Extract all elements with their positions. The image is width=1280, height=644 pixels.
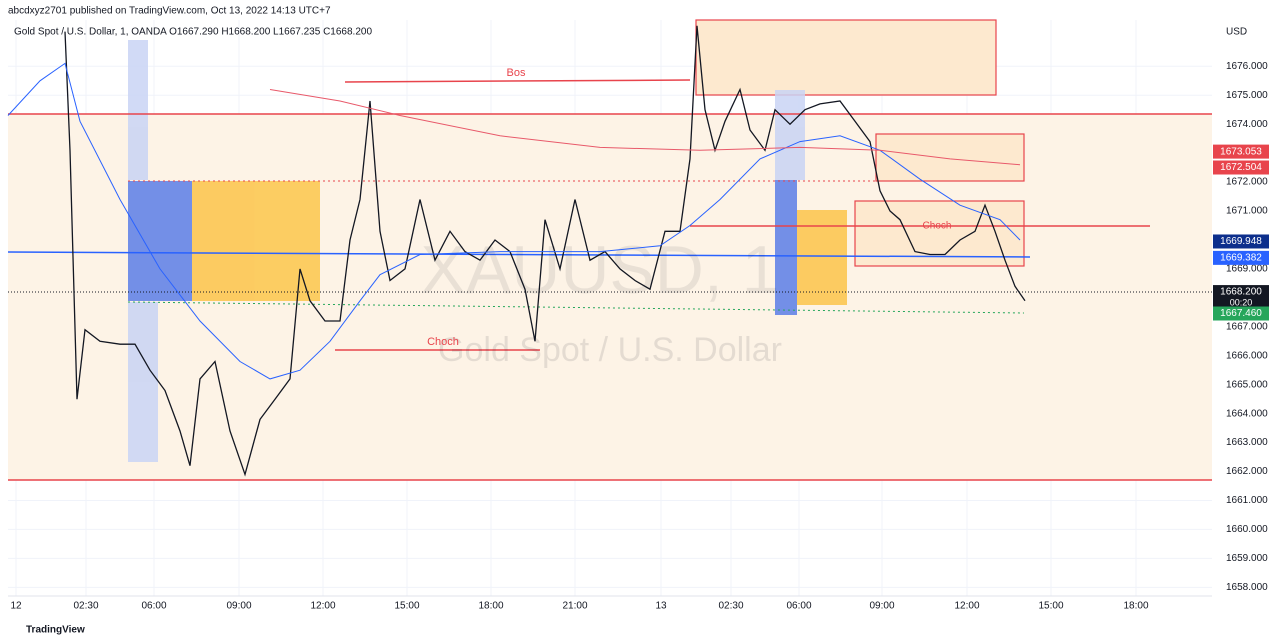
profile-bar [797, 210, 847, 305]
annotation: Choch [427, 336, 459, 348]
x-tick-label: 21:00 [562, 601, 587, 612]
x-tick-label: 15:00 [394, 601, 419, 612]
profile-bar [192, 181, 320, 301]
published: abcdxyz2701 published on TradingView.com… [8, 6, 331, 17]
y-tick-label: 1666.000 [1226, 350, 1268, 361]
y-tick-label: 1667.000 [1226, 321, 1268, 332]
volume-profile [128, 40, 847, 462]
x-tick-label: 13 [655, 601, 667, 612]
y-tick-label: 1671.000 [1226, 206, 1268, 217]
annotation: Choch [923, 221, 952, 232]
x-tick-label: 02:30 [718, 601, 743, 612]
profile-bar [128, 181, 192, 301]
annotation: Bos [507, 67, 526, 79]
x-tick-label: 18:00 [1123, 601, 1148, 612]
price-tag-label: 1672.504 [1220, 162, 1262, 173]
price-tag-label: 1668.200 [1220, 287, 1262, 298]
price-tag [1213, 234, 1269, 249]
x-tick-label: 12:00 [954, 601, 979, 612]
y-tick-label: 1674.000 [1226, 119, 1268, 130]
poc-line [7, 251, 1031, 258]
price-line [269, 89, 1021, 166]
x-tick-label: 06:00 [141, 601, 166, 612]
y-tick-label: 1676.000 [1226, 61, 1268, 72]
profile-bar [128, 302, 158, 462]
x-tick-label: 12 [10, 601, 22, 612]
bos-line [344, 79, 691, 83]
zone-box [875, 133, 1025, 182]
y-tick-label: 1662.000 [1226, 466, 1268, 477]
watermark: Gold Spot / U.S. Dollar [438, 331, 782, 369]
price-tag [1213, 144, 1269, 159]
price-tag [1213, 306, 1269, 321]
x-tick-label: 18:00 [478, 601, 503, 612]
price-tag-label: 1669.948 [1220, 236, 1262, 247]
x-tick-label: 12:00 [310, 601, 335, 612]
price-tag [1213, 160, 1269, 175]
x-tick-label: 02:30 [73, 601, 98, 612]
brand: TradingView [26, 625, 85, 636]
y-tick-label: 1660.000 [1226, 524, 1268, 535]
y-tick-label: 1664.000 [1226, 408, 1268, 419]
countdown: 00:20 [1230, 297, 1253, 307]
price-tag-label: 1669.382 [1220, 253, 1262, 264]
y-tick-label: 1663.000 [1226, 437, 1268, 448]
axis-unit: USD [1226, 27, 1247, 38]
profile-bar [775, 90, 805, 180]
price-tag-label: 1673.053 [1220, 146, 1262, 157]
price-tag [1213, 250, 1269, 265]
y-tick-label: 1672.000 [1226, 177, 1268, 188]
y-tick-label: 1669.000 [1226, 264, 1268, 275]
y-tick-label: 1661.000 [1226, 495, 1268, 506]
x-tick-label: 06:00 [786, 601, 811, 612]
profile-bar [128, 40, 148, 180]
x-tick-label: 09:00 [869, 601, 894, 612]
price-line [64, 25, 1026, 477]
watermark: XAUUSD, 1 [421, 232, 780, 308]
x-tick-label: 15:00 [1038, 601, 1063, 612]
dotted-line [127, 301, 1025, 314]
y-tick-label: 1658.000 [1226, 582, 1268, 593]
profile-bar [775, 180, 797, 315]
price-tag-label: 1667.460 [1220, 308, 1262, 319]
y-tick-label: 1659.000 [1226, 553, 1268, 564]
y-tick-label: 1675.000 [1226, 90, 1268, 101]
price-tag [1213, 285, 1269, 310]
x-tick-label: 09:00 [226, 601, 251, 612]
chart-title: Gold Spot / U.S. Dollar, 1, OANDA O1667.… [14, 27, 372, 38]
price-line [7, 62, 1021, 380]
zone-box [695, 19, 997, 96]
y-tick-label: 1665.000 [1226, 379, 1268, 390]
